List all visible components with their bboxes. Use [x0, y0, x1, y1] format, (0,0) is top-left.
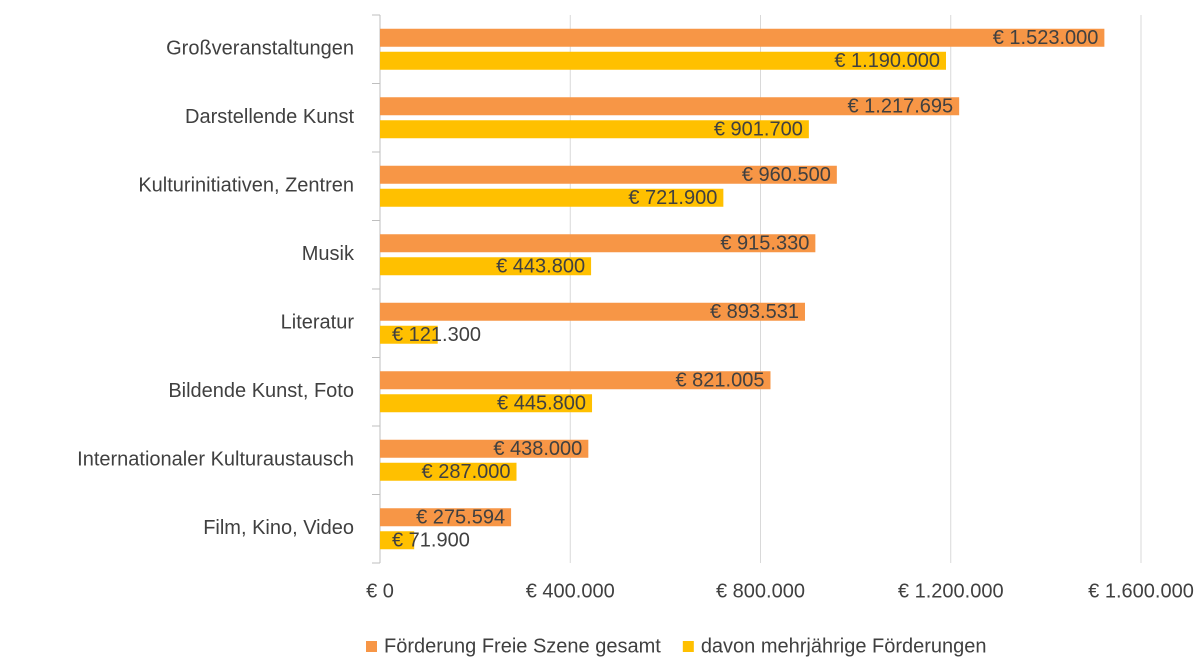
bar	[380, 28, 1105, 47]
data-label: € 960.500	[742, 164, 831, 186]
y-tick-label: Darstellende Kunst	[185, 106, 354, 128]
legend-swatch	[366, 641, 377, 652]
x-tick-label: € 1.200.000	[898, 580, 1004, 602]
bar	[380, 188, 724, 207]
legend-swatch	[682, 641, 694, 652]
bar	[380, 508, 512, 527]
data-label: € 438.000	[493, 438, 582, 460]
bar	[380, 97, 960, 116]
bar	[380, 462, 517, 481]
x-tick-label: € 800.000	[716, 580, 805, 602]
x-tick-label: € 400.000	[526, 580, 615, 602]
data-label: € 443.800	[496, 256, 585, 278]
bar	[380, 120, 809, 139]
bar	[380, 51, 946, 70]
y-tick-label: Musik	[302, 243, 355, 265]
data-label: € 915.330	[720, 233, 809, 255]
data-label: € 1.190.000	[834, 50, 940, 72]
y-tick-label: Literatur	[281, 312, 355, 334]
bar	[380, 394, 593, 413]
x-tick-label: € 0	[366, 580, 394, 602]
y-tick-label: Kulturinitiativen, Zentren	[138, 175, 354, 197]
data-label: € 721.900	[628, 187, 717, 209]
y-tick-label: Bildende Kunst, Foto	[168, 380, 354, 402]
data-label: € 275.594	[416, 507, 505, 529]
bar	[380, 234, 816, 253]
bar	[380, 165, 837, 184]
y-tick-label: Großveranstaltungen	[166, 38, 354, 60]
data-label: € 121.300	[392, 324, 481, 346]
legend-label: davon mehrjährige Förderungen	[701, 635, 987, 657]
data-label: € 445.800	[497, 393, 586, 415]
data-label: € 71.900	[392, 530, 470, 552]
bar	[380, 257, 592, 276]
data-label: € 893.531	[710, 301, 799, 323]
data-label: € 287.000	[422, 461, 511, 483]
bar	[380, 325, 438, 344]
legend-label: Förderung Freie Szene gesamt	[384, 635, 661, 657]
bar	[380, 531, 415, 550]
data-label: € 1.523.000	[993, 27, 1099, 49]
bar	[380, 302, 805, 321]
data-label: € 901.700	[714, 119, 803, 141]
bar	[380, 439, 589, 458]
data-label: € 1.217.695	[848, 96, 954, 118]
y-tick-label: Internationaler Kulturaustausch	[77, 449, 354, 471]
x-tick-label: € 1.600.000	[1088, 580, 1194, 602]
data-label: € 821.005	[676, 370, 765, 392]
bar	[380, 371, 771, 390]
y-tick-label: Film, Kino, Video	[203, 517, 354, 539]
